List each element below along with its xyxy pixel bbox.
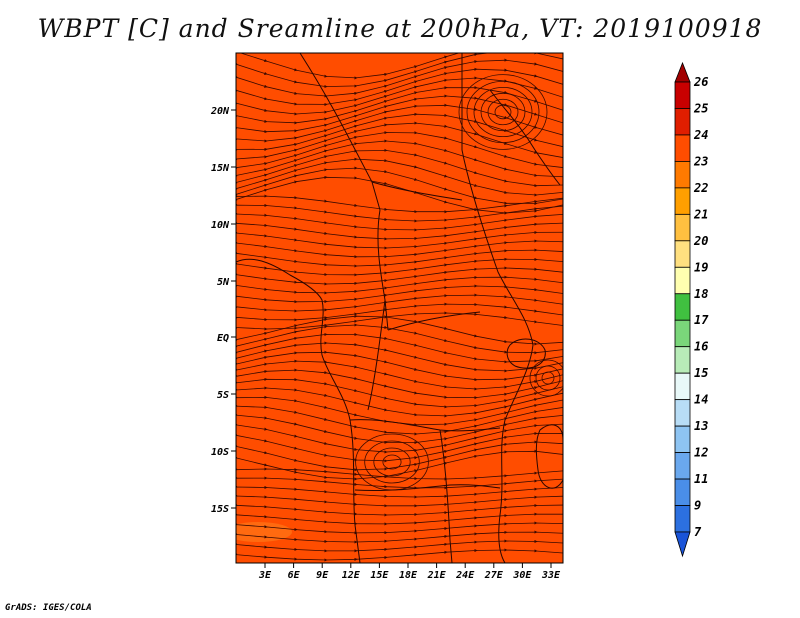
colorbar-label: 21	[693, 207, 708, 221]
lat-tick-label: 10S	[211, 447, 229, 458]
border-4	[387, 311, 481, 331]
lake-victoria	[506, 338, 546, 369]
lat-tick-label: 10N	[211, 220, 230, 231]
colorbar-swatch	[674, 134, 691, 162]
colorbar-swatch	[674, 478, 691, 506]
grads-credit: GrADS: IGES/COLA	[5, 603, 92, 613]
colorbar-label: 16	[694, 340, 708, 354]
lon-tick-label: 21E	[427, 570, 447, 581]
longitude-axis: 3E 6E 9E 12E 15E 18E 21E 24E 27E 30E 33E	[258, 563, 561, 581]
colorbar-swatch	[674, 452, 691, 480]
colorbar-top-arrow	[674, 61, 691, 83]
border-5	[349, 419, 501, 432]
vortex-ring	[480, 92, 526, 132]
colorbar-label: 15	[694, 366, 708, 380]
colorbar-swatch	[674, 108, 691, 136]
vortex-ring	[535, 365, 561, 391]
map-title: WBPT [C] and Sreamline at 200hPa, VT: 20…	[37, 14, 763, 43]
lat-tick-label: 5S	[217, 390, 229, 401]
colorbar-label: 9	[694, 499, 701, 513]
colorbar-swatch	[674, 266, 691, 295]
lon-tick-label: 33E	[541, 570, 561, 581]
vortex-ring	[466, 81, 540, 144]
warm-patch	[236, 522, 292, 542]
plot-frame	[235, 52, 564, 564]
colorbar-label: 19	[694, 260, 708, 274]
madagascar	[535, 424, 563, 489]
colorbar-swatch	[674, 293, 691, 321]
colorbar-swatch	[674, 240, 691, 268]
colorbar-label: 14	[694, 393, 708, 407]
colorbar-label: 26	[693, 75, 708, 89]
colorbar-label: 23	[693, 154, 708, 168]
lon-tick-label: 15E	[370, 570, 389, 581]
colorbar-swatch	[674, 346, 691, 374]
lat-tick-label: 15N	[211, 163, 230, 174]
colorbar-label: 20	[693, 234, 708, 248]
colorbar-swatch	[674, 213, 691, 242]
vortex-ring	[382, 454, 402, 470]
lon-tick-label: 3E	[258, 570, 272, 581]
lat-tick-label: 15S	[211, 504, 229, 515]
coastline-west-africa	[236, 258, 361, 563]
lon-tick-label: 6E	[288, 570, 301, 581]
latitude-axis: 20N 15N 10N 5N EQ 5S 10S 15S	[210, 106, 236, 515]
border-3	[377, 209, 389, 331]
vortex-ring	[458, 74, 548, 150]
border-6	[354, 484, 501, 492]
colorbar-swatch	[674, 372, 691, 401]
colorbar-swatch	[674, 319, 691, 348]
vortex-ring	[364, 440, 420, 484]
vortex-ring	[541, 371, 555, 385]
lon-tick-label: 30E	[512, 570, 532, 581]
colorbar-swatch	[674, 161, 691, 189]
colorbar-swatch	[674, 505, 691, 533]
colorbar-label: 18	[694, 287, 708, 301]
coastline-east-africa	[461, 53, 534, 563]
colorbar-bottom-arrow	[674, 531, 691, 558]
border-2	[371, 181, 463, 201]
colorbar-label: 13	[694, 419, 708, 433]
colorbar-label: 24	[693, 128, 708, 142]
colorbar-label: 22	[693, 181, 708, 195]
colorbar: 26 25 24 23 22 21 20 19 18 17 16 15 14 13 12 11 9 7	[674, 61, 709, 558]
coastlines-borders	[236, 53, 563, 563]
colorbar-label: 12	[694, 446, 708, 460]
lon-tick-label: 24E	[455, 570, 475, 581]
lon-tick-label: 9E	[316, 570, 329, 581]
vortex-ring	[529, 359, 563, 397]
colorbar-label: 7	[694, 525, 702, 539]
border-1	[299, 53, 381, 211]
lat-tick-label: 5N	[217, 277, 230, 288]
colorbar-label: 17	[694, 313, 709, 327]
vortex-ring	[373, 447, 411, 477]
border-7	[367, 299, 386, 411]
lon-tick-label: 18E	[399, 570, 418, 581]
red-sea-coast	[489, 89, 561, 186]
border-8	[439, 429, 453, 563]
colorbar-swatch	[674, 187, 691, 215]
lon-tick-label: 27E	[484, 570, 504, 581]
colorbar-label: 25	[693, 101, 708, 115]
streamline	[236, 548, 563, 562]
plot-area: 20N 15N 10N 5N EQ 5S 10S 15S 3E 6E 9E 12E 15E 18E 21E…	[210, 52, 564, 581]
colorbar-swatch	[674, 399, 691, 427]
lat-tick-label: 20N	[210, 106, 230, 117]
colorbar-swatch	[674, 425, 691, 453]
lat-tick-label: EQ	[217, 333, 229, 344]
colorbar-swatch	[674, 81, 691, 109]
vortex-ring	[473, 86, 533, 138]
vortex-ring	[494, 104, 512, 120]
lon-tick-label: 12E	[342, 570, 361, 581]
vortex-ring	[487, 98, 519, 126]
colorbar-label: 11	[694, 472, 708, 486]
